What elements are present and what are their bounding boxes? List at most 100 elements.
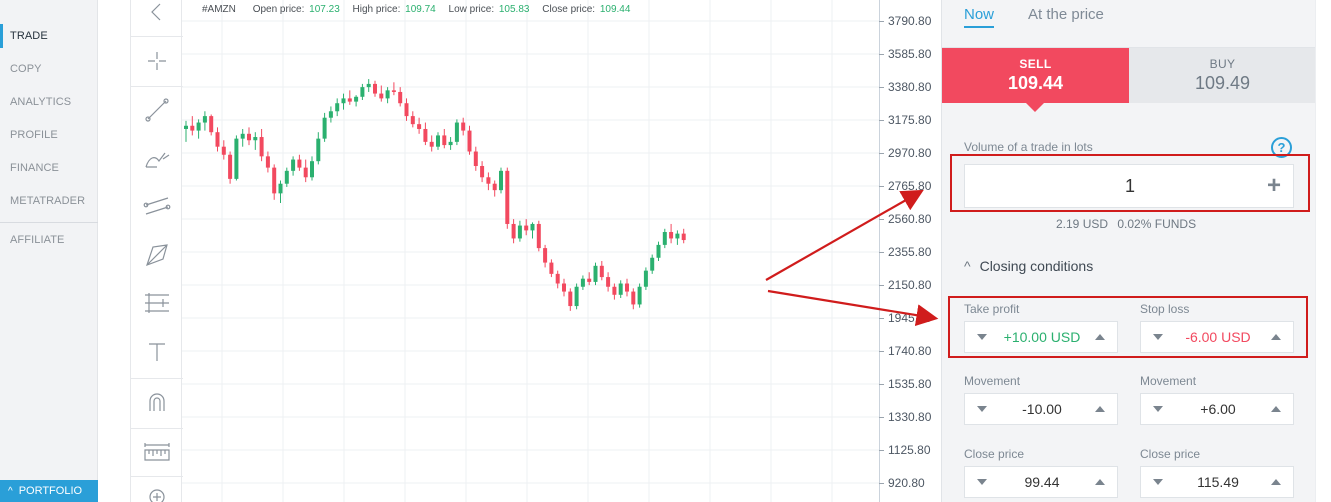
candle [606, 272, 611, 292]
candle-body [643, 270, 648, 287]
help-icon[interactable]: ? [1271, 137, 1292, 158]
decrement-icon[interactable] [1153, 334, 1163, 340]
tab-now[interactable]: Now [964, 6, 995, 28]
back-icon[interactable] [131, 0, 183, 24]
nav-item-finance[interactable]: FINANCE [10, 162, 59, 174]
close-price-stepper-left[interactable]: 99.44 [964, 466, 1118, 498]
candle-body [568, 291, 573, 307]
closing-conditions-label: Closing conditions [979, 258, 1094, 274]
plus-icon[interactable]: + [1266, 172, 1281, 199]
candle [662, 228, 667, 249]
buy-label: BUY [1209, 57, 1236, 71]
pattern-icon[interactable] [131, 240, 183, 270]
crosshair-icon[interactable] [131, 48, 183, 74]
movement-value-right[interactable]: +6.00 [1200, 401, 1236, 417]
decrement-icon[interactable] [977, 406, 987, 412]
panel-scrollbar[interactable] [1315, 0, 1331, 502]
stop-loss-value[interactable]: -6.00 USD [1185, 329, 1251, 345]
closing-conditions-toggle[interactable]: ^ Closing conditions [964, 258, 1093, 274]
increment-icon[interactable] [1271, 334, 1281, 340]
price-chart[interactable]: #AMZN Open price: 107.23 High price: 109… [182, 0, 879, 502]
nav-item-copy[interactable]: COPY [10, 63, 42, 75]
candle [240, 128, 245, 147]
candle [669, 223, 674, 244]
tab-at-the-price[interactable]: At the price [1028, 6, 1104, 23]
candle-body [221, 146, 226, 155]
decrement-icon[interactable] [1153, 406, 1163, 412]
candle-body [480, 166, 485, 178]
nav-item-trade[interactable]: TRADE [0, 24, 98, 48]
increment-icon[interactable] [1271, 406, 1281, 412]
volume-input[interactable]: 1 + [964, 164, 1294, 208]
brush-icon[interactable] [131, 144, 183, 172]
increment-icon[interactable] [1095, 334, 1105, 340]
nav-item-metatrader[interactable]: METATRADER [10, 195, 86, 207]
close-price-value-right[interactable]: 115.49 [1197, 474, 1239, 490]
tick-mark [879, 450, 884, 451]
stop-loss-stepper[interactable]: -6.00 USD [1140, 321, 1294, 353]
take-profit-stepper[interactable]: +10.00 USD [964, 321, 1118, 353]
buy-button[interactable]: BUY 109.49 [1129, 48, 1316, 103]
nav-item-analytics[interactable]: ANALYTICS [10, 96, 72, 108]
close-price-stepper-right[interactable]: 115.49 [1140, 466, 1294, 498]
candle [190, 116, 195, 136]
movement-value-left[interactable]: -10.00 [1022, 401, 1062, 417]
candle [391, 82, 396, 96]
candle [366, 79, 371, 92]
candle-body [442, 135, 447, 146]
price-tick: 1535.80 [888, 377, 932, 391]
close-price-value-left[interactable]: 99.44 [1024, 474, 1060, 490]
candle-body [215, 132, 220, 147]
decrement-icon[interactable] [1153, 479, 1163, 485]
candle [322, 112, 327, 142]
price-tick: 2560.80 [888, 212, 932, 226]
tick-mark [879, 351, 884, 352]
low-value: 105.83 [498, 4, 530, 15]
magnet-icon[interactable] [131, 388, 183, 416]
trade-panel: Now At the price SELL 109.44 BUY 109.49 … [941, 0, 1316, 502]
candle [228, 151, 233, 184]
ruler-icon[interactable] [131, 438, 183, 464]
sell-label: SELL [1019, 57, 1052, 71]
candle-body [448, 141, 453, 146]
funds-info: 2.19 USD 0.02% FUNDS [1056, 217, 1202, 231]
candle-body [278, 183, 283, 194]
candle [417, 117, 422, 134]
candle-body [366, 83, 371, 88]
increment-icon[interactable] [1271, 479, 1281, 485]
candle-body [240, 133, 245, 139]
fib-retracement-icon[interactable] [131, 289, 183, 317]
candlestick-plot[interactable] [182, 0, 879, 502]
chevron-up-icon: ^ [964, 258, 971, 274]
high-value: 109.74 [405, 4, 436, 15]
trend-line-icon[interactable] [131, 96, 183, 124]
text-icon[interactable] [131, 338, 183, 366]
funds-usd: 2.19 USD [1056, 217, 1109, 231]
candle [272, 164, 277, 200]
sell-button[interactable]: SELL 109.44 [942, 48, 1129, 103]
parallel-channel-icon[interactable] [131, 192, 183, 220]
decrement-icon[interactable] [977, 479, 987, 485]
candle [675, 230, 680, 245]
increment-icon[interactable] [1095, 479, 1105, 485]
candle-body [379, 93, 384, 99]
nav-item-affiliate[interactable]: AFFILIATE [10, 234, 65, 246]
movement-stepper-left[interactable]: -10.00 [964, 393, 1118, 425]
candle [625, 278, 629, 297]
candle [259, 128, 264, 162]
price-tick: 1125.80 [888, 443, 931, 457]
main-nav: TRADE COPY ANALYTICS PROFILE FINANCE MET… [0, 0, 98, 502]
volume-value[interactable]: 1 [1124, 176, 1135, 196]
take-profit-value[interactable]: +10.00 USD [1003, 329, 1081, 345]
candle [297, 154, 302, 171]
chart-ohlc-info: #AMZN Open price: 107.23 High price: 109… [202, 4, 640, 15]
portfolio-button[interactable]: ^ PORTFOLIO [0, 480, 98, 502]
movement-stepper-right[interactable]: +6.00 [1140, 393, 1294, 425]
price-axis[interactable]: 3790.80 3585.80 3380.80 3175.80 2970.80 … [879, 0, 941, 502]
decrement-icon[interactable] [977, 334, 987, 340]
candle-body [253, 137, 258, 141]
increment-icon[interactable] [1095, 406, 1105, 412]
zoom-icon[interactable] [131, 486, 183, 502]
nav-item-profile[interactable]: PROFILE [10, 129, 58, 141]
candle [517, 220, 522, 242]
